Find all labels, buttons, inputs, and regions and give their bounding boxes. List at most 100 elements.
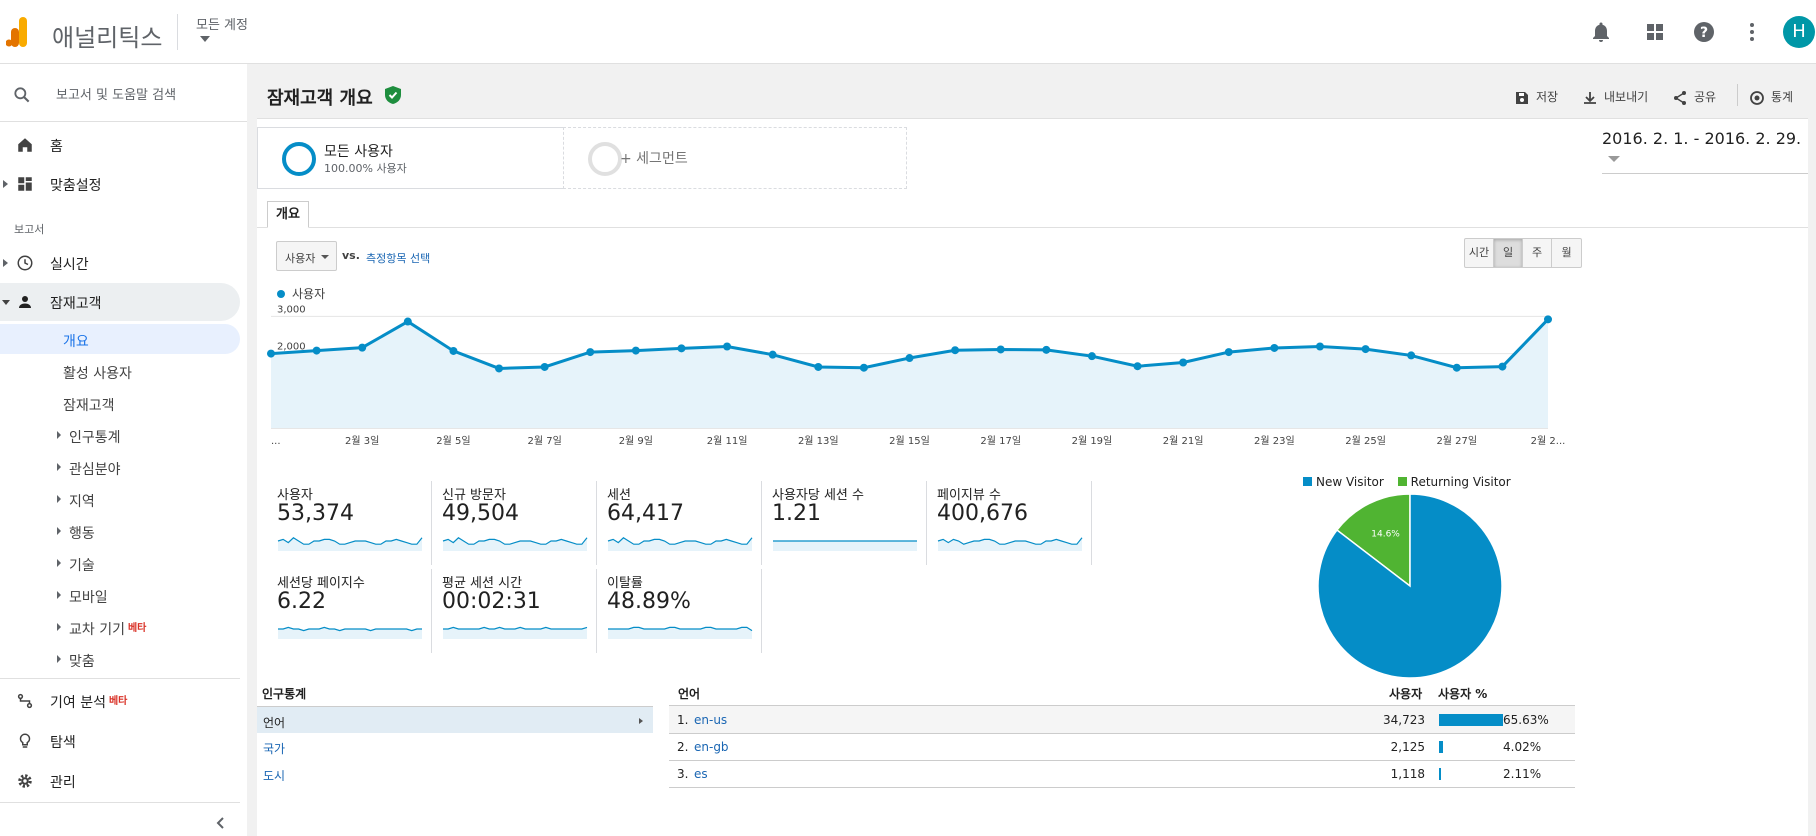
expand-arrow-icon xyxy=(57,463,61,471)
row-number: 3. xyxy=(677,767,689,781)
language-link[interactable]: es xyxy=(694,767,708,781)
sidebar-subitem-behavior[interactable]: 행동 xyxy=(0,516,240,546)
sidebar-item-discover[interactable]: 탐색 xyxy=(0,722,240,760)
analytics-logo[interactable] xyxy=(6,17,34,47)
tab-overview[interactable]: 개요 xyxy=(267,201,309,228)
demographics-item-label[interactable]: 국가 xyxy=(263,742,286,756)
demographics-item-country[interactable]: 국가 xyxy=(257,733,653,760)
sidebar-item-label: 맞춤설정 xyxy=(50,178,102,194)
date-range-picker[interactable]: 2016. 2. 1. - 2016. 2. 29. xyxy=(1602,129,1808,174)
x-tick-label: 2월 21일 xyxy=(1163,435,1204,447)
insights-button[interactable]: 통계 xyxy=(1749,88,1793,106)
legend-label: 사용자 xyxy=(292,287,326,301)
row-number: 1. xyxy=(677,713,689,727)
sidebar-subitem-custom[interactable]: 맞춤 xyxy=(0,644,240,674)
data-point xyxy=(677,344,686,353)
metric-sparkline xyxy=(278,626,422,639)
sidebar-subitem-cross-device[interactable]: 교차 기기 베타 xyxy=(0,612,240,642)
granularity-hour[interactable]: 시간 xyxy=(1465,239,1494,267)
avatar[interactable]: H xyxy=(1783,16,1815,48)
sidebar-item-label: 실시간 xyxy=(50,257,89,273)
sidebar-subitem-mobile[interactable]: 모바일 xyxy=(0,580,240,610)
sidebar-subitem-label: 인구통계 xyxy=(69,430,121,446)
data-point xyxy=(951,346,960,355)
expand-arrow-icon xyxy=(57,559,61,567)
table-divider xyxy=(669,705,1575,706)
demographics-item-language[interactable]: 언어 xyxy=(257,706,653,733)
table-divider xyxy=(669,760,1575,761)
chevron-down-icon[interactable] xyxy=(200,36,210,42)
save-button[interactable]: 저장 xyxy=(1514,88,1558,106)
metric-card[interactable]: 신규 방문자 49,504 xyxy=(442,481,597,565)
sidebar-subitem-overview[interactable]: 개요 xyxy=(0,324,240,354)
metric-card[interactable]: 이탈률 48.89% xyxy=(607,569,762,653)
legend-swatch-returning xyxy=(1397,477,1407,486)
segment-ring-icon xyxy=(588,142,622,176)
bell-icon[interactable] xyxy=(1589,20,1613,44)
metric-card[interactable]: 페이지뷰 수 400,676 xyxy=(937,481,1092,565)
date-range-text: 2016. 2. 1. - 2016. 2. 29. xyxy=(1602,129,1802,148)
sidebar: 보고서 및 도움말 검색 홈 맞춤설정 보고서 실시간 잠재고객 개요 활성 사… xyxy=(0,64,247,836)
granularity-day[interactable]: 일 xyxy=(1494,239,1523,267)
metric-divider xyxy=(1091,481,1092,565)
metric-dropdown[interactable]: 사용자 xyxy=(276,241,337,271)
metric-sparkline xyxy=(773,540,917,551)
account-selector-label[interactable]: 모든 계정 xyxy=(196,18,248,33)
sidebar-subitem-interests[interactable]: 관심분야 xyxy=(0,452,240,482)
data-point xyxy=(586,348,595,357)
users-value: 34,723 xyxy=(1383,713,1425,727)
sidebar-item-label: 탐색 xyxy=(50,735,76,751)
more-vert-icon[interactable] xyxy=(1740,20,1764,44)
segment-ring-icon xyxy=(282,142,316,176)
export-button[interactable]: 내보내기 xyxy=(1582,88,1648,106)
help-icon[interactable]: ? xyxy=(1692,20,1716,44)
sidebar-item-attribution[interactable]: 기여 분석 베타 xyxy=(0,682,240,720)
share-button[interactable]: 공유 xyxy=(1672,88,1716,106)
pie-slice-label: 14.6% xyxy=(1371,530,1400,540)
language-link[interactable]: en-gb xyxy=(694,740,729,754)
sidebar-item-realtime[interactable]: 실시간 xyxy=(0,244,240,282)
search-box[interactable]: 보고서 및 도움말 검색 xyxy=(0,64,247,122)
demographics-item-label[interactable]: 도시 xyxy=(263,769,286,783)
sidebar-subitem-label: 모바일 xyxy=(69,590,108,606)
metric-sparkline xyxy=(277,537,423,551)
sidebar-subitem-audiences[interactable]: 잠재고객 xyxy=(0,388,240,418)
language-link[interactable]: en-us xyxy=(694,713,728,727)
dashboard-icon xyxy=(18,177,32,191)
metric-card[interactable]: 세션당 페이지수 6.22 xyxy=(277,569,432,653)
collapse-sidebar-icon[interactable] xyxy=(214,816,228,830)
select-metric-link[interactable]: 측정항목 선택 xyxy=(366,252,431,265)
sidebar-subitem-geo[interactable]: 지역 xyxy=(0,484,240,514)
top-bar: 애널리틱스 모든 계정 ? H xyxy=(0,0,1816,64)
granularity-month[interactable]: 월 xyxy=(1561,246,1572,259)
metric-divider xyxy=(761,569,762,653)
data-point xyxy=(495,364,504,373)
data-point xyxy=(449,346,458,355)
apps-grid-icon[interactable] xyxy=(1643,20,1667,44)
data-point xyxy=(1224,348,1233,357)
sidebar-item-home[interactable]: 홈 xyxy=(0,126,240,164)
metric-card[interactable]: 세션 64,417 xyxy=(607,481,762,565)
sidebar-subitem-active-users[interactable]: 활성 사용자 xyxy=(0,356,240,386)
sidebar-subitem-technology[interactable]: 기술 xyxy=(0,548,240,578)
sidebar-item-admin[interactable]: 관리 xyxy=(0,762,240,800)
metric-card[interactable]: 평균 세션 시간 00:02:31 xyxy=(442,569,597,653)
share-icon xyxy=(1674,90,1686,105)
metric-card[interactable]: 사용자 53,374 xyxy=(277,481,432,565)
granularity-week[interactable]: 주 xyxy=(1523,239,1552,267)
visitor-type-pie-chart[interactable]: 14.6% 85.4% xyxy=(1315,491,1505,681)
segment-all-users[interactable]: 모든 사용자 100.00% 사용자 xyxy=(257,127,601,189)
expand-arrow-icon xyxy=(3,259,8,267)
sparkline-area xyxy=(608,537,752,551)
demographics-item-city[interactable]: 도시 xyxy=(257,760,653,787)
sparkline-area xyxy=(443,627,587,639)
pie-legend: New Visitor Returning Visitor xyxy=(1303,475,1511,489)
data-point xyxy=(358,343,367,352)
metric-card[interactable]: 사용자당 세션 수 1.21 xyxy=(772,481,927,565)
sidebar-subitem-demographics[interactable]: 인구통계 xyxy=(0,420,240,450)
sidebar-item-custom[interactable]: 맞춤설정 xyxy=(0,165,240,203)
sidebar-item-audience[interactable]: 잠재고객 xyxy=(0,283,240,321)
insights-label: 통계 xyxy=(1771,90,1794,104)
add-segment-button[interactable]: + 세그먼트 xyxy=(563,127,907,189)
